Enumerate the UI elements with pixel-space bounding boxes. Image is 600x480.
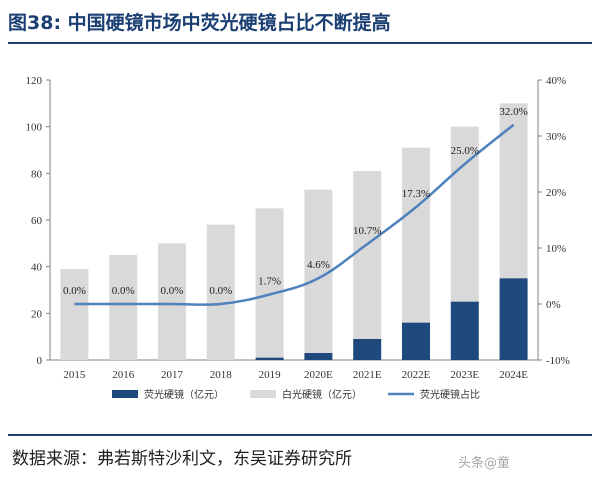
share-data-label: 0.0% xyxy=(63,285,86,297)
figure-title-bar: 图38: 中国硬镜市场中荧光硬镜占比不断提高 xyxy=(8,6,592,44)
fluorescent-bar xyxy=(353,339,382,360)
y-tick-label-right: 30% xyxy=(546,131,566,143)
x-tick-label: 2015 xyxy=(63,369,86,381)
white-light-bar xyxy=(109,255,138,360)
white-light-bar xyxy=(402,147,430,323)
data-source-note: 数据来源：弗若斯特沙利文，东吴证券研究所 xyxy=(12,449,352,469)
x-tick-label: 2022E xyxy=(402,369,431,381)
share-data-label: 25.0% xyxy=(451,145,479,157)
y-tick-label-right: -10% xyxy=(546,355,570,367)
y-tick-label-left: 80 xyxy=(31,168,43,180)
x-tick-label: 2018 xyxy=(210,369,233,381)
y-tick-label-right: 10% xyxy=(546,243,566,255)
share-line xyxy=(74,123,515,307)
share-data-label: 1.7% xyxy=(258,275,281,287)
y-tick-label-left: 0 xyxy=(37,355,43,367)
y-tick-label-right: 0% xyxy=(546,299,561,311)
white-light-bar xyxy=(206,224,235,360)
title-divider xyxy=(8,42,592,44)
share-data-label: 0.0% xyxy=(112,285,135,297)
x-tick-label: 2021E xyxy=(353,369,382,381)
y-tick-label-left: 120 xyxy=(26,75,43,87)
x-tick-label: 2024E xyxy=(499,369,528,381)
share-data-label: 0.0% xyxy=(209,285,232,297)
y-tick-label-left: 100 xyxy=(26,122,43,134)
share-data-label: 4.6% xyxy=(307,259,330,271)
white-light-bar xyxy=(353,171,382,339)
legend-swatch-fluorescent xyxy=(112,390,138,398)
legend-label-share: 荧光硬镜占比 xyxy=(420,388,480,401)
fluorescent-bar xyxy=(255,357,284,360)
figure-title: 图38: 中国硬镜市场中荧光硬镜占比不断提高 xyxy=(8,12,391,34)
fluorescent-bar xyxy=(450,301,479,360)
legend-label-fluorescent: 荧光硬镜（亿元） xyxy=(144,388,224,401)
fluorescent-bar xyxy=(304,353,333,360)
fluorescent-bar xyxy=(402,322,430,360)
legend-swatch-white-light xyxy=(250,390,276,398)
white-light-bar xyxy=(158,243,186,360)
y-tick-label-right: 40% xyxy=(546,75,566,87)
source-divider xyxy=(8,434,592,436)
y-tick-label-left: 20 xyxy=(31,308,43,320)
share-data-label: 17.3% xyxy=(402,188,430,200)
watermark-text: 头条@童 xyxy=(458,456,511,471)
share-data-label: 10.7% xyxy=(353,225,381,237)
market-share-chart: 0 20 40 60 80 100 120 -10% 0% 10% 20% 30% 40% 2015 201… xyxy=(26,75,570,401)
x-tick-label: 2019 xyxy=(259,369,282,381)
white-light-bar xyxy=(60,269,89,360)
white-light-bar xyxy=(499,103,528,279)
legend-label-white-light: 白光硬镜（亿元） xyxy=(282,388,362,401)
x-tick-label: 2023E xyxy=(450,369,479,381)
y-tick-label-left: 40 xyxy=(31,262,43,274)
share-data-label: 32.0% xyxy=(499,106,527,118)
white-light-bar xyxy=(255,208,284,358)
share-data-label: 0.0% xyxy=(161,285,184,297)
y-tick-label-right: 20% xyxy=(546,187,566,199)
x-tick-label: 2020E xyxy=(304,369,333,381)
y-tick-label-left: 60 xyxy=(31,215,43,227)
fluorescent-bar xyxy=(499,278,528,360)
x-tick-label: 2016 xyxy=(112,369,135,381)
x-tick-label: 2017 xyxy=(161,369,184,381)
